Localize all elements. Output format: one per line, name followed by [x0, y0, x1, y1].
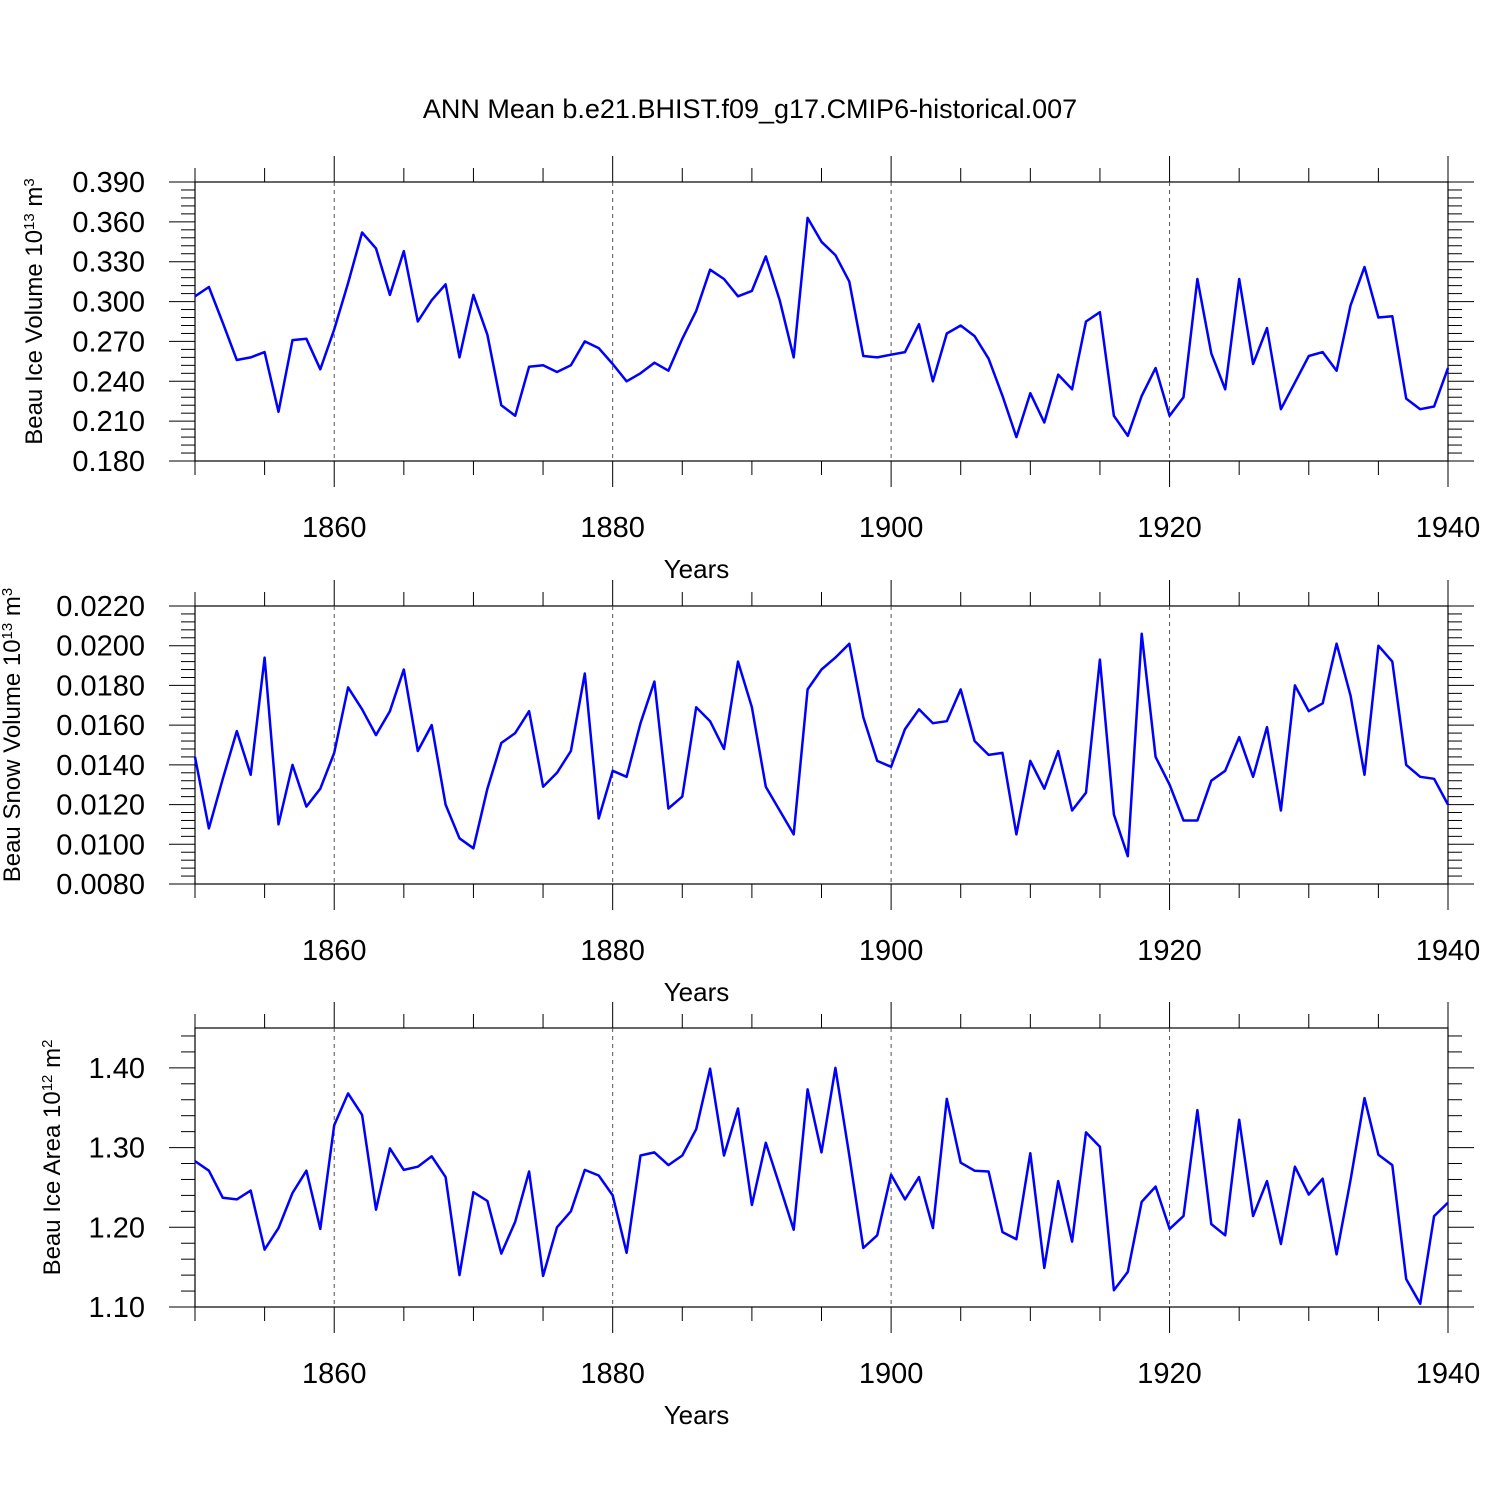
y-tick-label: 0.210 [72, 406, 145, 438]
panels-container: 1860 1880 1900 1920 1940 0.180 0.210 0.240 0.270… [0, 156, 1480, 1430]
y-axis-label: Beau Ice Volume 1013 m3 [21, 178, 49, 445]
y-tick-label: 0.390 [72, 167, 145, 199]
x-tick-label: 1920 [1137, 1358, 1202, 1390]
x-tick-label: 1860 [302, 935, 367, 967]
y-tick-label: 0.0120 [56, 790, 145, 822]
series-line [193, 632, 1450, 858]
x-tick-label: 1880 [580, 935, 645, 967]
y-tick-label: 0.330 [72, 247, 145, 279]
x-tick-label: 1860 [302, 512, 367, 544]
x-tick-label: 1920 [1137, 512, 1202, 544]
y-tick-label: 1.20 [89, 1212, 145, 1244]
y-tick-label: 0.0220 [56, 591, 145, 623]
y-tick-label: 0.300 [72, 287, 145, 319]
x-axis-label: Years [664, 554, 730, 584]
y-tick-label: 1.10 [89, 1292, 145, 1324]
y-tick-label: 0.360 [72, 207, 145, 239]
y-tick-label: 0.0180 [56, 670, 145, 702]
y-tick-label: 0.0140 [56, 750, 145, 782]
y-tick-label: 0.0100 [56, 829, 145, 861]
plot-frame [194, 605, 1449, 885]
x-tick-label: 1900 [859, 512, 924, 544]
y-tick-label: 1.40 [89, 1053, 145, 1085]
plot-frame [194, 181, 1449, 462]
x-tick-label: 1880 [580, 1358, 645, 1390]
x-tick-label: 1900 [859, 1358, 924, 1390]
chart-panel-1: 1860 1880 1900 1920 1940 0.180 0.210 0.240 0.270… [21, 156, 1481, 584]
x-tick-label: 1920 [1137, 935, 1202, 967]
x-tick-label: 1880 [580, 512, 645, 544]
y-tick-label: 1.30 [89, 1133, 145, 1165]
y-tick-label: 0.0160 [56, 710, 145, 742]
x-tick-label: 1940 [1416, 935, 1481, 967]
series-line [194, 1066, 1449, 1306]
x-tick-label: 1900 [859, 935, 924, 967]
y-axis-label: Beau Snow Volume 1013 m3 [0, 588, 26, 883]
y-tick-label: 0.240 [72, 366, 145, 398]
figure-title: ANN Mean b.e21.BHIST.f09_g17.CMIP6-histo… [423, 94, 1077, 124]
chart-panel-3: 1860 1880 1900 1920 1940 1.10 1.20 1.30 1.40 Year… [39, 1002, 1481, 1430]
x-tick-label: 1940 [1416, 512, 1481, 544]
x-axis-label: Years [664, 1400, 730, 1430]
chart-panel-2: 1860 1880 1900 1920 1940 0.0080 0.0100 0.0120 0.… [0, 580, 1480, 1007]
series-line [194, 216, 1450, 439]
x-tick-label: 1860 [302, 1358, 367, 1390]
y-axis-label: Beau Ice Area 1012 m2 [39, 1040, 67, 1276]
x-axis-label: Years [664, 977, 730, 1007]
y-tick-label: 0.270 [72, 326, 145, 358]
y-tick-label: 0.180 [72, 446, 145, 478]
y-tick-label: 0.0080 [56, 869, 145, 901]
plot-frame [194, 1027, 1449, 1308]
y-tick-label: 0.0200 [56, 631, 145, 663]
x-tick-label: 1940 [1416, 1358, 1481, 1390]
